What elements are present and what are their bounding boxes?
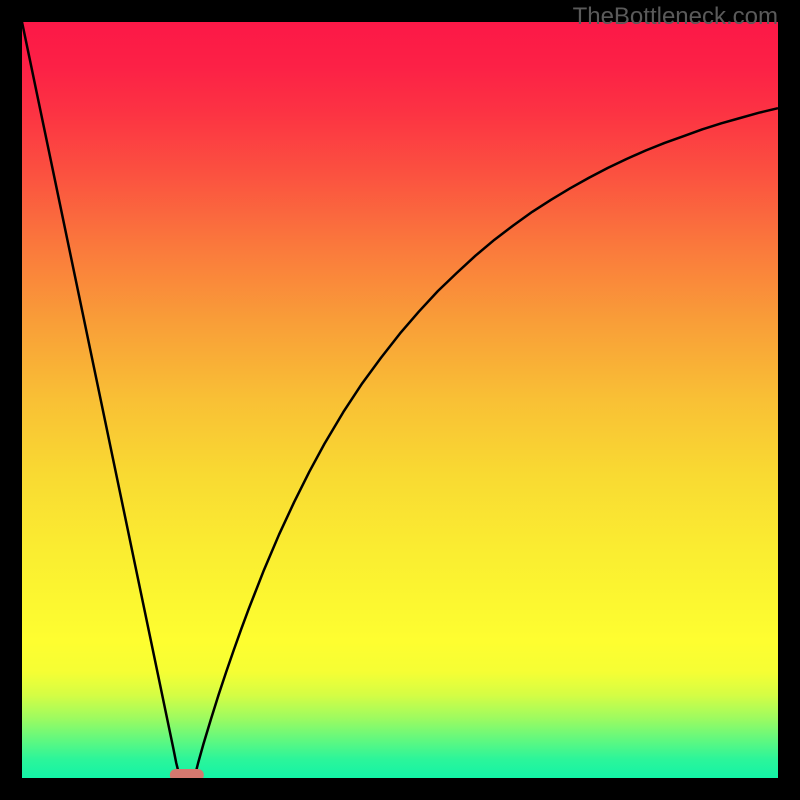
chart-container: TheBottleneck.com: [0, 0, 800, 800]
gradient-background: [22, 22, 778, 778]
chart-svg: TheBottleneck.com: [0, 0, 800, 800]
watermark-label: TheBottleneck.com: [573, 3, 778, 30]
